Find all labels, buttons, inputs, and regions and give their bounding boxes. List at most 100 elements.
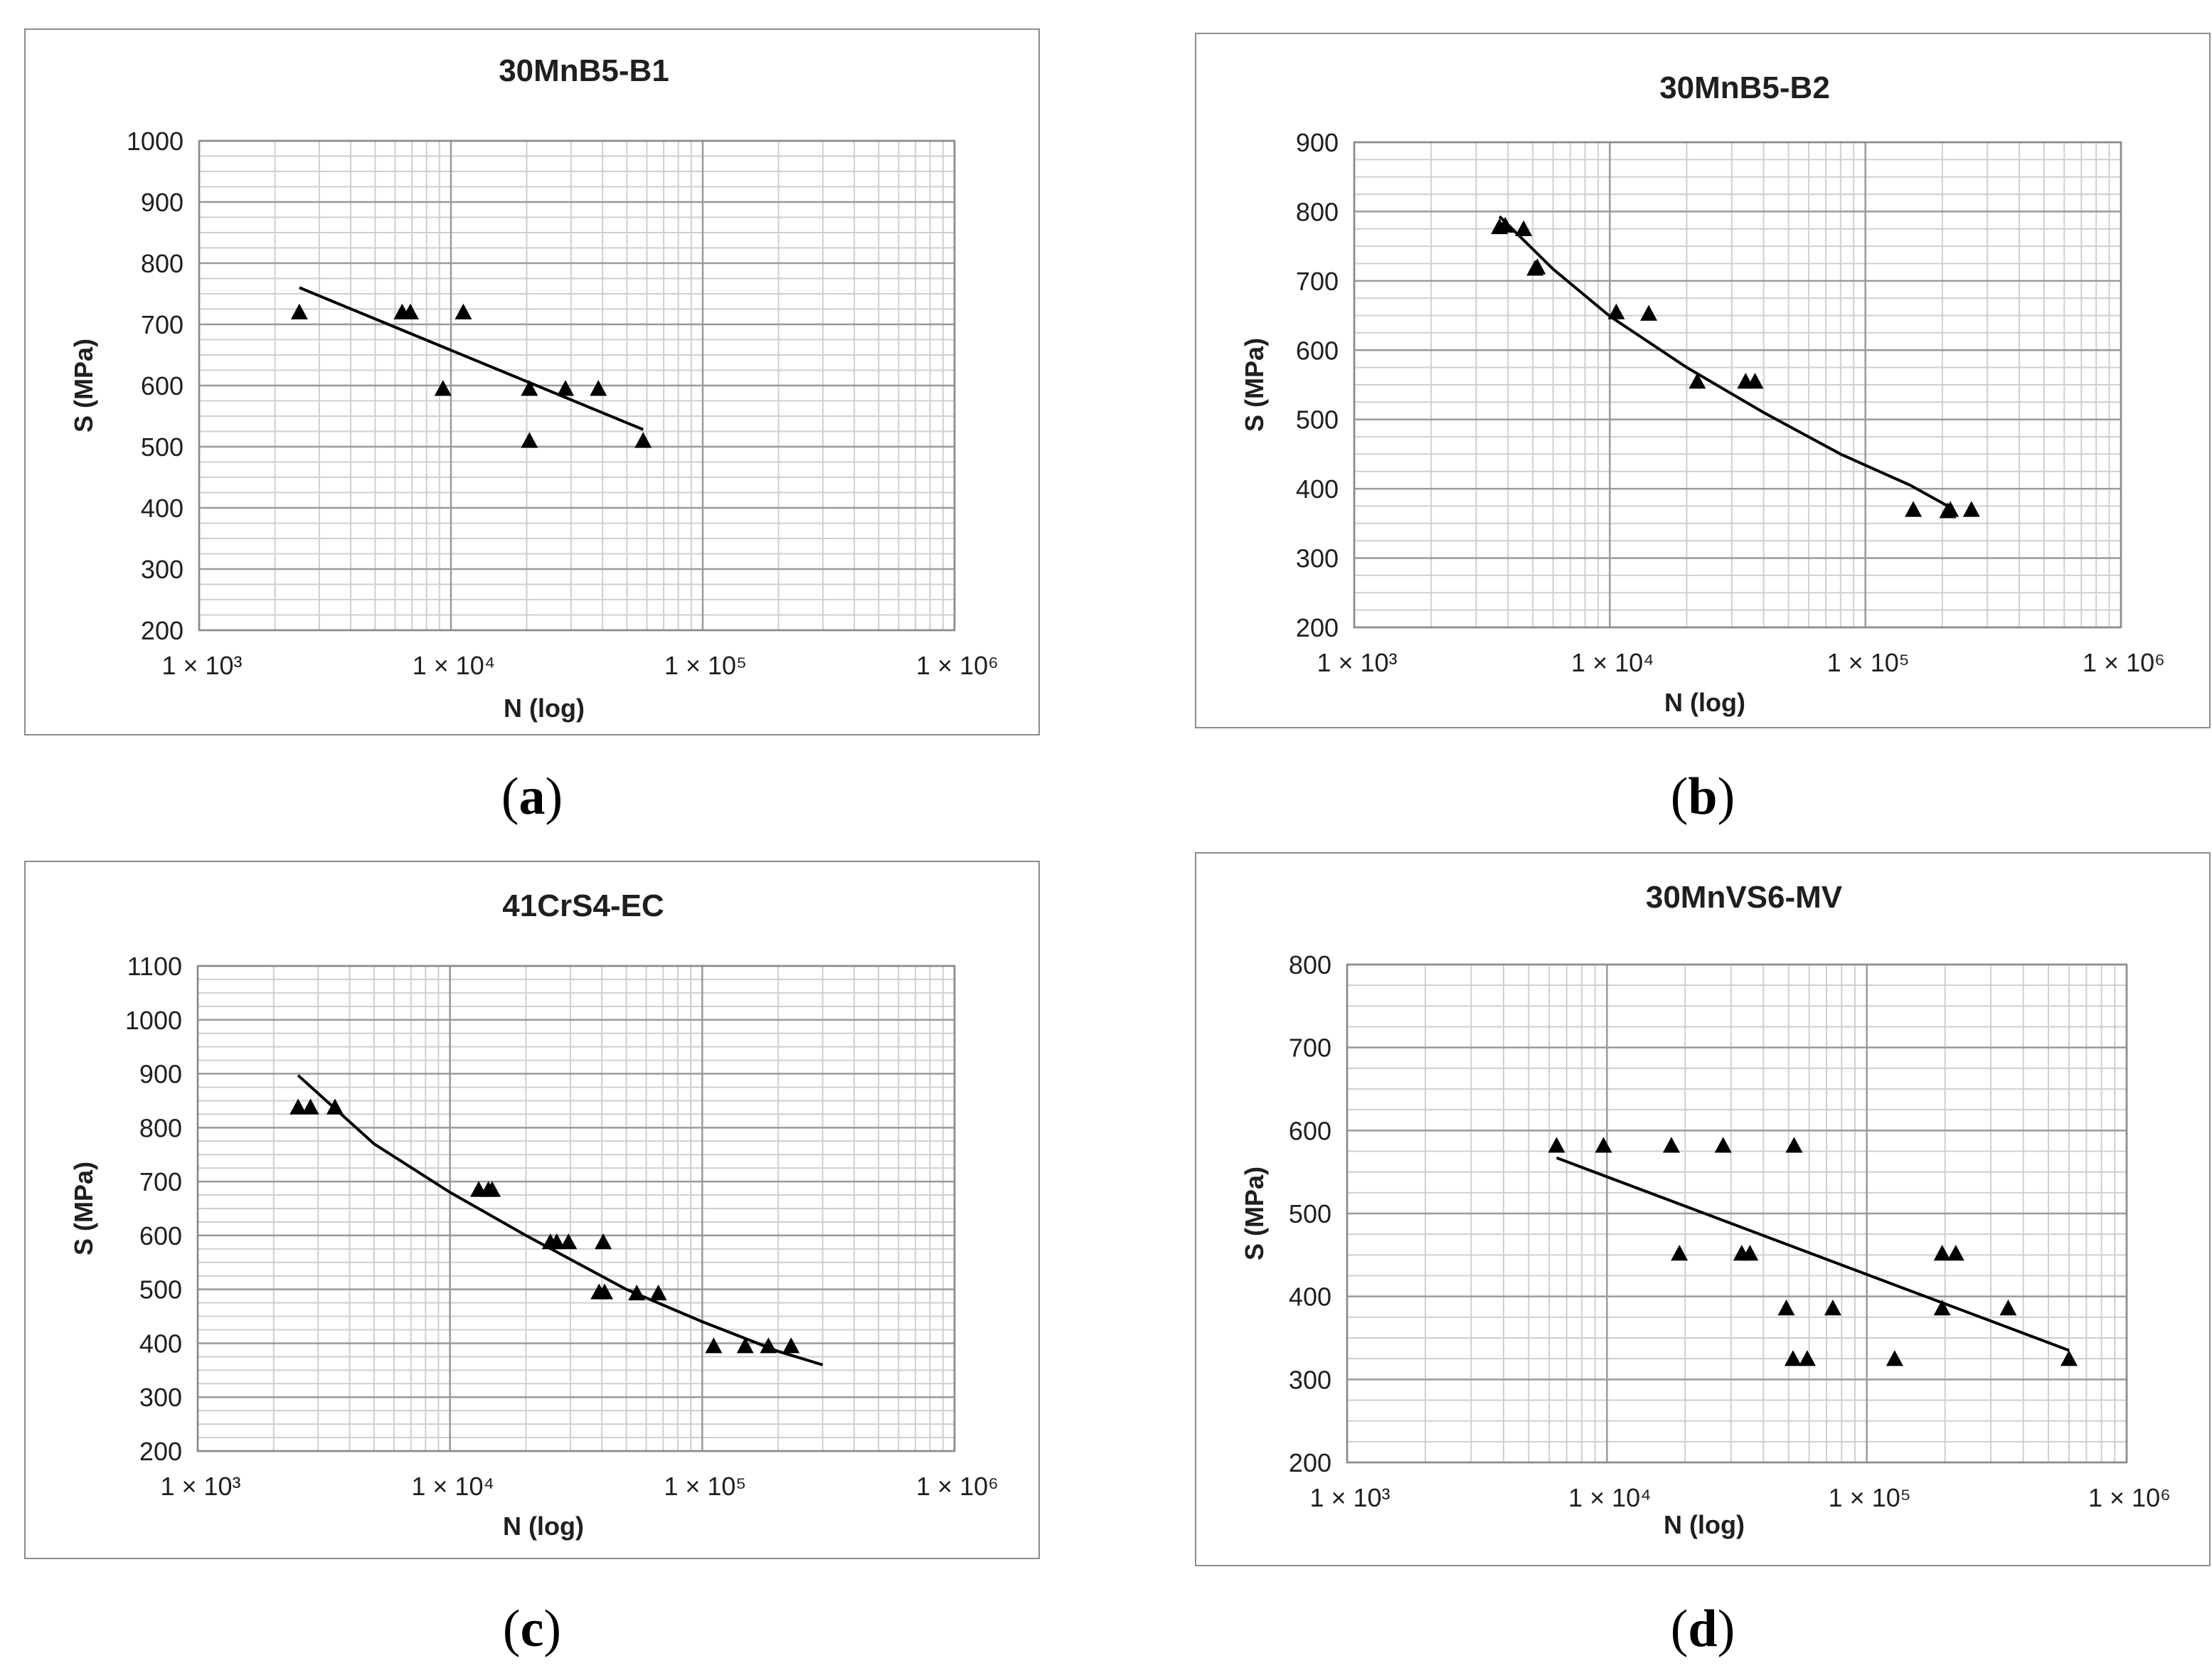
data-point: [1933, 1245, 1951, 1261]
x-tick-label: 1 × 10⁴: [411, 1472, 494, 1501]
y-tick-label: 700: [139, 1167, 182, 1196]
x-axis-label: N (log): [504, 694, 585, 723]
data-point: [2060, 1350, 2078, 1366]
data-point: [1933, 1300, 1951, 1316]
y-tick-label: 800: [141, 249, 184, 278]
y-tick-label: 700: [141, 310, 184, 339]
data-point: [1640, 304, 1658, 321]
y-tick-label: 400: [141, 494, 184, 523]
data-point: [1886, 1350, 1903, 1366]
data-point: [1785, 1137, 1803, 1153]
data-point: [326, 1098, 344, 1115]
chart-panel-d: 200 300 400 500 600 700 800 1 × 10³ 1 × 10⁴ 1 × 1…: [1195, 852, 2211, 1566]
y-tick-label: 600: [1289, 1116, 1331, 1145]
data-point: [484, 1181, 501, 1197]
data-point: [736, 1337, 754, 1354]
trend-line: [1556, 1156, 2070, 1352]
y-tick-label: 1000: [125, 1006, 182, 1035]
data-point: [1662, 1137, 1680, 1153]
chart-svg-d: 200 300 400 500 600 700 800 1 × 10³ 1 × 10⁴ 1 × 1…: [1240, 880, 2171, 1539]
y-tick-label: 600: [141, 371, 184, 400]
y-tick-label: 300: [139, 1383, 182, 1412]
chart-svg-c: 200 300 400 500 600 700 800 900 1000 1100 1 × 10³ 1…: [69, 888, 999, 1541]
y-tick-label: 200: [141, 616, 184, 645]
x-tick-label: 1 × 10³: [1309, 1483, 1390, 1512]
data-point: [1528, 258, 1546, 275]
data-point: [590, 380, 607, 396]
data-point: [596, 1283, 614, 1300]
y-tick-label: 700: [1289, 1034, 1331, 1063]
data-point: [1548, 1137, 1565, 1153]
plot-area: [1346, 963, 2128, 1464]
data-point: [1607, 303, 1625, 319]
data-point: [595, 1233, 612, 1250]
data-point: [628, 1284, 646, 1301]
chart-svg-a: 200 300 400 500 600 700 800 900 1000 1 × 10³ 1 × 1…: [69, 53, 999, 723]
x-axis-label: N (log): [503, 1512, 584, 1541]
x-tick-label: 1 × 10⁵: [1827, 648, 1910, 677]
y-tick-label: 200: [1289, 1448, 1331, 1477]
subfigure-label-c: (c): [502, 1600, 562, 1658]
y-tick-label: 900: [139, 1060, 182, 1089]
data-point: [1714, 1137, 1732, 1153]
plot-area: [1353, 141, 2122, 629]
y-tick-label: 300: [141, 555, 184, 584]
x-tick-label: 1 × 10³: [161, 651, 242, 680]
data-point: [521, 432, 538, 448]
y-axis-label: S (MPa): [1240, 338, 1269, 432]
chart-title: 30MnB5-B1: [499, 53, 669, 88]
subfigure-label-b: (b): [1670, 767, 1735, 826]
data-point: [634, 432, 652, 448]
chart-title: 41CrS4-EC: [502, 888, 664, 923]
y-tick-label: 700: [1296, 267, 1339, 296]
x-tick-label: 1 × 10³: [1317, 648, 1397, 677]
x-tick-label: 1 × 10⁶: [2088, 1483, 2171, 1512]
subfigure-label-a: (a): [501, 767, 563, 826]
data-point: [1777, 1300, 1795, 1316]
x-tick-label: 1 × 10⁴: [1571, 648, 1654, 677]
data-point: [1798, 1350, 1816, 1366]
y-tick-label: 800: [139, 1113, 182, 1142]
plot-area: [196, 965, 956, 1452]
trend-line: [1498, 215, 1952, 509]
x-axis-label: N (log): [1664, 1510, 1745, 1539]
x-tick-label: 1 × 10⁵: [664, 1472, 746, 1501]
y-tick-label: 600: [1296, 336, 1339, 365]
y-tick-label: 300: [1289, 1365, 1331, 1394]
y-tick-label: 400: [1296, 474, 1339, 504]
data-point: [521, 380, 538, 396]
y-tick-label: 400: [1289, 1282, 1331, 1312]
trend-line: [297, 1074, 824, 1366]
data-point: [1999, 1300, 2017, 1316]
y-tick-label: 300: [1296, 544, 1339, 573]
chart-title: 30MnB5-B2: [1659, 70, 1830, 105]
data-point: [1942, 501, 1960, 517]
data-point: [1689, 373, 1706, 389]
y-tick-label: 800: [1289, 950, 1331, 979]
data-point: [1824, 1300, 1841, 1316]
x-tick-label: 1 × 10⁴: [413, 651, 496, 680]
data-point: [548, 1233, 565, 1250]
data-point: [1515, 220, 1533, 236]
chart-panel-b: 200 300 400 500 600 700 800 900 1 × 10³ 1 × 10⁴ 1 …: [1195, 33, 2211, 728]
data-point: [1671, 1245, 1689, 1261]
x-tick-label: 1 × 10⁶: [2083, 648, 2165, 677]
y-axis-label: S (MPa): [69, 339, 98, 432]
data-point: [1746, 373, 1764, 389]
data-point: [1905, 501, 1923, 517]
data-point: [454, 303, 472, 319]
chart-panel-c: 200 300 400 500 600 700 800 900 1000 1100 1 × 10³ 1…: [24, 861, 1040, 1559]
data-point: [1496, 216, 1514, 233]
y-tick-label: 600: [139, 1221, 182, 1250]
trend-line: [299, 286, 644, 431]
data-point: [401, 303, 419, 319]
data-point: [1947, 1245, 1964, 1261]
y-axis-label: S (MPa): [1240, 1167, 1269, 1260]
data-point: [1962, 501, 1980, 517]
x-tick-label: 1 × 10⁶: [916, 1472, 999, 1501]
y-tick-label: 900: [141, 188, 184, 217]
data-point: [289, 1098, 307, 1115]
y-tick-label: 500: [139, 1275, 182, 1305]
x-tick-label: 1 × 10⁶: [916, 651, 999, 680]
y-tick-label: 200: [1296, 613, 1339, 642]
